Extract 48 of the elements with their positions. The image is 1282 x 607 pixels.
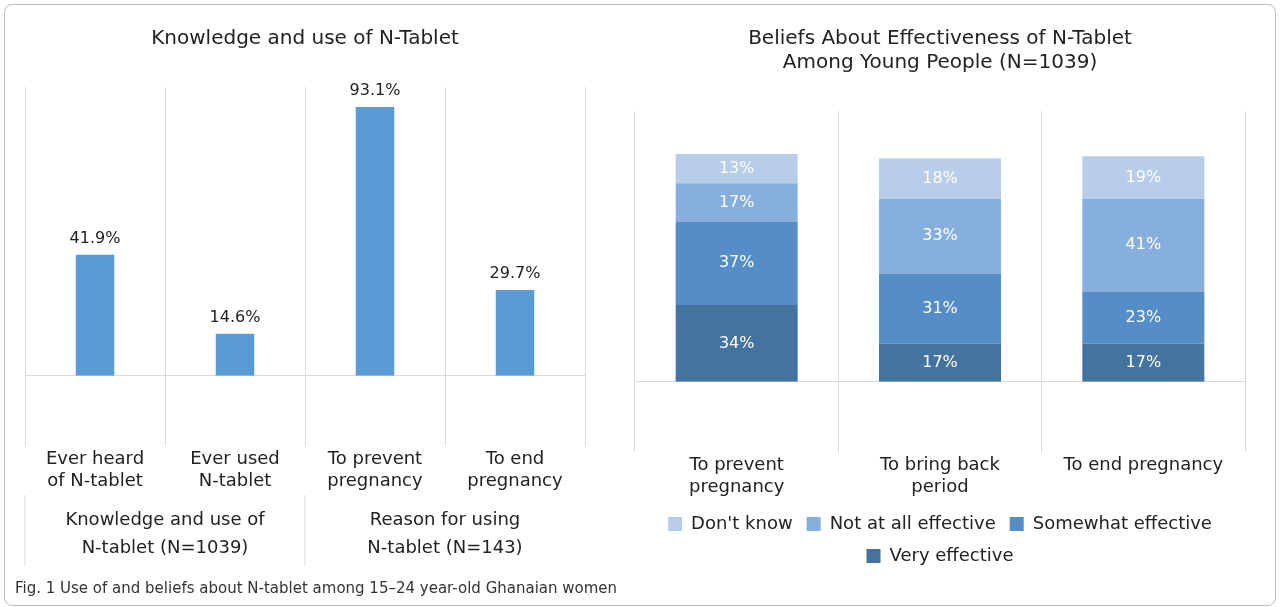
- data-label: 19%: [1125, 166, 1162, 186]
- data-label: 41%: [1125, 234, 1162, 254]
- x-tick-label: To bring back period: [879, 453, 1001, 496]
- legend-label: Don't know: [691, 511, 793, 533]
- bar: [879, 273, 1001, 344]
- bar: [215, 333, 255, 376]
- data-label: 41.9%: [69, 227, 121, 247]
- bar: [879, 199, 1001, 274]
- bar: [675, 221, 798, 306]
- data-label: 18%: [922, 167, 958, 187]
- chart-title: Knowledge and use of N-Tablet: [151, 25, 459, 50]
- bar: [1082, 343, 1205, 382]
- data-label: 17%: [1125, 351, 1162, 371]
- legend-label: Not at all effective: [829, 511, 996, 533]
- x-tick-label: Ever used N-tablet: [190, 447, 280, 490]
- x-tick-label: To prevent pregnancy: [326, 447, 424, 490]
- text: Knowledge and use of N-tablet (N=1039): [65, 507, 266, 557]
- x-tick-label: Ever heard of N-tablet: [45, 447, 145, 490]
- bar: [879, 158, 1001, 200]
- data-label: 31%: [922, 297, 958, 317]
- data-label: 93.1%: [349, 80, 401, 100]
- data-label: 23%: [1125, 306, 1162, 326]
- bar: [1082, 199, 1205, 292]
- bar: [675, 183, 798, 222]
- data-label: 29.7%: [489, 263, 541, 283]
- data-label: 17%: [718, 191, 755, 211]
- bar: [1082, 156, 1205, 200]
- x-tick-label: To prevent pregnancy: [688, 453, 785, 496]
- x-tick-label: To end pregnancy: [1062, 453, 1224, 475]
- data-label: 13%: [718, 157, 755, 177]
- bar: [355, 106, 395, 376]
- bar: [675, 305, 798, 382]
- data-label: 14.6%: [209, 306, 261, 326]
- bar: [675, 153, 798, 184]
- x-tick-label: To end pregnancy: [467, 447, 564, 490]
- data-label: 37%: [718, 252, 755, 272]
- data-label: 17%: [922, 351, 958, 371]
- bar: [879, 343, 1001, 382]
- data-label: 33%: [922, 225, 958, 245]
- bar: [495, 290, 535, 376]
- chart-title: Beliefs About Effectiveness of N-Tablet Among Young People (N=1039): [748, 25, 1133, 74]
- caption: Fig. 1 Use of and beliefs about N-tablet among 15–24 year-old Ghanaian women: [15, 579, 618, 597]
- legend-label: Somewhat effective: [1032, 511, 1212, 533]
- data-label: 34%: [718, 332, 755, 352]
- bar: [75, 254, 115, 376]
- text: Reason for using N-tablet (N=143): [367, 507, 523, 557]
- legend-label: Very effective: [889, 543, 1014, 565]
- bar: [1082, 291, 1205, 344]
